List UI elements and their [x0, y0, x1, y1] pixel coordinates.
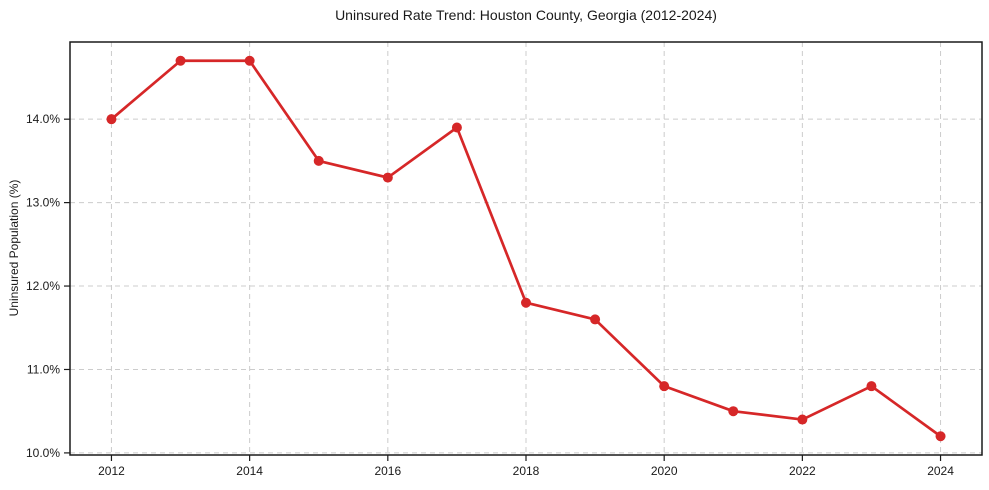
- x-tick-label: 2024: [927, 464, 954, 478]
- data-point: [382, 172, 393, 183]
- data-point: [451, 122, 462, 133]
- y-tick-label: 11.0%: [27, 362, 60, 376]
- x-tick-label: 2022: [789, 464, 816, 478]
- x-tick-label: 2020: [651, 464, 678, 478]
- data-point: [244, 55, 255, 66]
- x-tick-label: 2014: [236, 464, 263, 478]
- chart-title: Uninsured Rate Trend: Houston County, Ge…: [335, 7, 717, 23]
- data-point: [728, 406, 739, 417]
- x-tick-label: 2018: [513, 464, 540, 478]
- y-tick-label: 13.0%: [26, 196, 60, 210]
- data-point: [313, 155, 324, 166]
- data-point: [797, 414, 808, 425]
- x-tick-label: 2016: [374, 464, 401, 478]
- y-tick-label: 10.0%: [26, 446, 60, 460]
- data-point: [659, 381, 670, 392]
- data-point: [935, 431, 946, 442]
- data-point: [175, 55, 186, 66]
- x-tick-label: 2012: [98, 464, 125, 478]
- y-tick-label: 12.0%: [26, 279, 60, 293]
- data-point: [590, 314, 601, 325]
- y-tick-label: 14.0%: [26, 112, 60, 126]
- data-point: [866, 381, 877, 392]
- data-point: [106, 114, 117, 125]
- data-point: [521, 297, 531, 308]
